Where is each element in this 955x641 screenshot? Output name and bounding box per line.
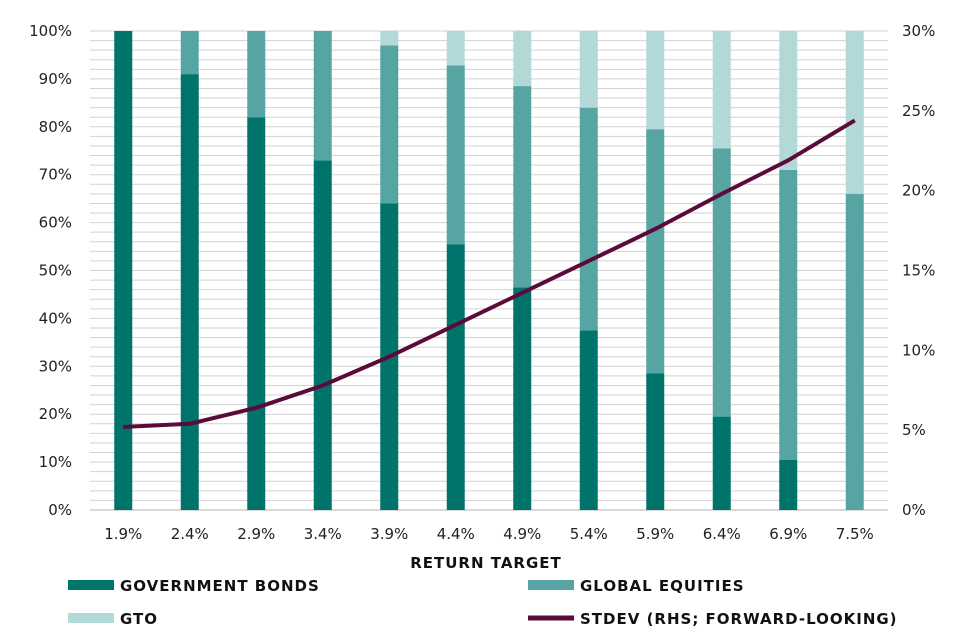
bar-government-bonds: [446, 244, 465, 510]
right-axis-tick-label: 25%: [902, 102, 935, 120]
stdev-line-layer: [123, 118, 856, 429]
x-axis-tick-label: 2.4%: [171, 525, 209, 543]
bar-gto: [845, 31, 864, 194]
right-axis-tick-label: 0%: [902, 501, 926, 519]
legend-label-global-equities: GLOBAL EQUITIES: [580, 577, 745, 595]
bar-gto: [446, 31, 465, 66]
left-axis-tick-label: 90%: [39, 70, 72, 88]
bar-government-bonds: [779, 459, 798, 510]
right-axis-tick-label: 10%: [902, 341, 935, 359]
right-axis-tick-label: 30%: [902, 22, 935, 40]
bar-government-bonds: [513, 287, 532, 510]
right-axis-tick-label: 5%: [902, 421, 926, 439]
x-axis-tick-label: 5.4%: [570, 525, 608, 543]
x-axis-tick-label: 2.9%: [237, 525, 275, 543]
bar-global-equities: [313, 31, 332, 161]
bar-global-equities: [579, 107, 598, 331]
bar-global-equities: [779, 169, 798, 460]
bar-government-bonds: [247, 117, 266, 510]
left-axis-tick-label: 50%: [39, 262, 72, 280]
bar-government-bonds: [579, 330, 598, 510]
x-axis-title: RETURN TARGET: [410, 554, 562, 572]
x-axis-tick-label: 4.4%: [437, 525, 475, 543]
bar-government-bonds: [712, 416, 731, 510]
x-axis-tick-label: 3.4%: [304, 525, 342, 543]
x-axis-tick-label: 7.5%: [836, 525, 874, 543]
bar-government-bonds: [114, 31, 133, 510]
left-axis-tick-label: 80%: [39, 118, 72, 136]
x-axis-tick-label: 6.4%: [703, 525, 741, 543]
legend-swatch-global-equities: [528, 580, 574, 590]
bar-gto: [513, 31, 532, 87]
bar-global-equities: [513, 86, 532, 288]
gridlines: [90, 30, 888, 511]
bar-gto: [712, 31, 731, 149]
bar-global-equities: [845, 193, 864, 511]
x-axis-tick-label: 1.9%: [104, 525, 142, 543]
left-axis-tick-label: 0%: [48, 501, 72, 519]
bar-global-equities: [712, 148, 731, 417]
legend-label-gto: GTO: [120, 610, 158, 628]
legend-label-stdev-rhs-forward-looking: STDEV (RHS; FORWARD-LOOKING): [580, 610, 898, 628]
bar-global-equities: [446, 65, 465, 245]
right-axis-tick-label: 20%: [902, 182, 935, 200]
left-axis-tick-label: 70%: [39, 166, 72, 184]
x-axis-tick-label: 3.9%: [370, 525, 408, 543]
bar-gto: [579, 31, 598, 108]
right-axis-tick-label: 15%: [902, 262, 935, 280]
legend-swatch-government-bonds: [68, 580, 114, 590]
x-axis-tick-label: 5.9%: [636, 525, 674, 543]
left-axis-tick-label: 40%: [39, 309, 72, 327]
bar-gto: [380, 31, 399, 46]
right-axis-ticks: 0% 5% 10% 15% 20% 25% 30%: [902, 22, 935, 519]
left-axis-tick-label: 100%: [29, 22, 72, 40]
x-axis-tick-label: 6.9%: [769, 525, 807, 543]
left-axis-tick-label: 20%: [39, 405, 72, 423]
left-axis-tick-label: 10%: [39, 453, 72, 471]
x-axis-tick-label: 4.9%: [503, 525, 541, 543]
line-stdev-rhs-forward-looking: [123, 118, 856, 429]
left-axis-ticks: 0% 10% 20% 30% 40% 50% 60% 70% 80% 90% 100%: [29, 22, 72, 519]
legend: GOVERNMENT BONDS GLOBAL EQUITIES GTO STDEV …: [68, 577, 898, 628]
bar-global-equities: [646, 129, 665, 374]
legend-swatch-gto: [68, 613, 114, 623]
bar-global-equities: [247, 31, 266, 118]
bar-government-bonds: [180, 74, 199, 511]
bar-global-equities: [380, 45, 399, 204]
bar-government-bonds: [313, 160, 332, 510]
bar-global-equities: [180, 31, 199, 75]
bar-government-bonds: [646, 373, 665, 510]
left-axis-tick-label: 60%: [39, 214, 72, 232]
bar-gto: [646, 31, 665, 130]
bars: [114, 31, 864, 511]
left-axis-tick-label: 30%: [39, 357, 72, 375]
x-axis-ticks: 1.9% 2.4% 2.9% 3.4% 3.9% 4.4% 4.9% 5.4% 5.9% 6.4%…: [104, 525, 874, 543]
bar-gto: [779, 31, 798, 170]
legend-label-government-bonds: GOVERNMENT BONDS: [120, 577, 320, 595]
